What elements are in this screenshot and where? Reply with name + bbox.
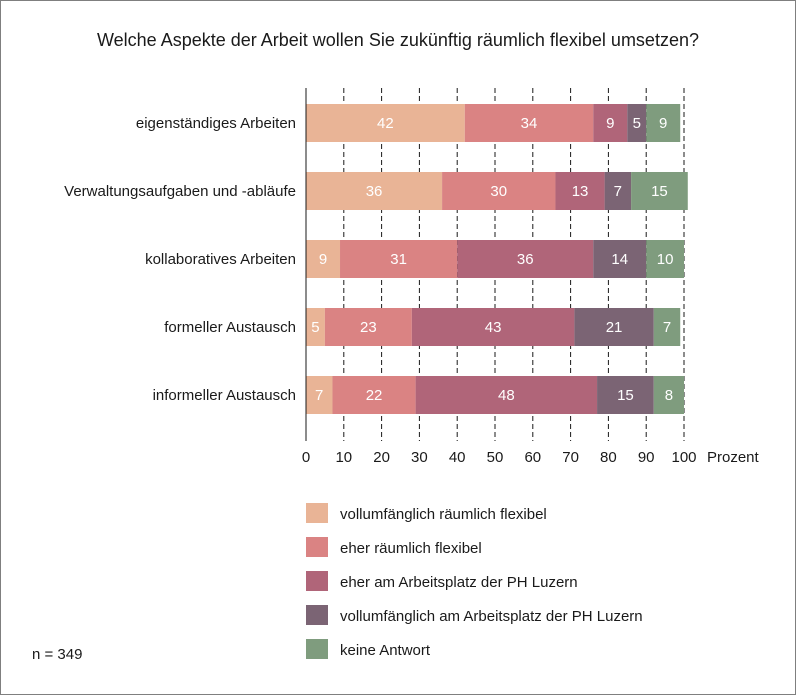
- bar-segment: [411, 308, 575, 346]
- legend-label: keine Antwort: [340, 642, 431, 659]
- sample-size-note: n = 349: [32, 646, 83, 663]
- legend-label: vollumfänglich am Arbeitsplatz der PH Lu…: [340, 608, 643, 625]
- data-label: 30: [490, 183, 507, 200]
- data-label: 15: [617, 387, 634, 404]
- legend-label: vollumfänglich räumlich flexibel: [340, 506, 547, 523]
- data-label: 7: [663, 319, 671, 336]
- data-label: 43: [485, 319, 502, 336]
- legend-label: eher räumlich flexibel: [340, 540, 482, 557]
- category-label: kollaboratives Arbeiten: [145, 251, 296, 268]
- bar-segment: [442, 172, 556, 210]
- legend-swatch: [306, 503, 328, 523]
- data-label: 13: [572, 183, 589, 200]
- bar-segment: [415, 376, 598, 414]
- bar-segment: [604, 172, 632, 210]
- data-label: 42: [377, 115, 394, 132]
- bar-segment: [340, 240, 458, 278]
- data-label: 36: [366, 183, 383, 200]
- bar-segment: [306, 104, 465, 142]
- data-label: 9: [606, 115, 614, 132]
- bar-segment: [332, 376, 416, 414]
- bar-segment: [306, 172, 443, 210]
- bar-segment: [597, 376, 654, 414]
- data-label: 10: [657, 251, 674, 268]
- x-tick-label: 100: [671, 449, 696, 466]
- x-tick-label: 0: [302, 449, 310, 466]
- data-label: 14: [611, 251, 628, 268]
- bar-segment: [574, 308, 654, 346]
- bar-segment: [306, 240, 341, 278]
- data-label: 8: [665, 387, 673, 404]
- bar-segment: [593, 104, 628, 142]
- bar-segment: [464, 104, 594, 142]
- bar-segment: [653, 308, 681, 346]
- x-tick-label: 10: [335, 449, 352, 466]
- legend-swatch: [306, 571, 328, 591]
- bar-segment: [306, 308, 325, 346]
- x-tick-label: 20: [373, 449, 390, 466]
- x-tick-label: 60: [524, 449, 541, 466]
- bar-segment: [646, 104, 681, 142]
- data-label: 15: [651, 183, 668, 200]
- bar-segment: [555, 172, 605, 210]
- data-label: 7: [614, 183, 622, 200]
- data-label: 23: [360, 319, 377, 336]
- data-label: 34: [521, 115, 538, 132]
- bar-segment: [324, 308, 412, 346]
- data-label: 21: [606, 319, 623, 336]
- category-label: eigenständiges Arbeiten: [136, 115, 296, 132]
- data-label: 48: [498, 387, 515, 404]
- chart-title: Welche Aspekte der Arbeit wollen Sie zuk…: [97, 30, 699, 50]
- data-label: 7: [315, 387, 323, 404]
- x-tick-label: 70: [562, 449, 579, 466]
- data-label: 5: [633, 115, 641, 132]
- x-tick-label: 30: [411, 449, 428, 466]
- legend-swatch: [306, 605, 328, 625]
- x-tick-label: 90: [638, 449, 655, 466]
- data-label: 9: [659, 115, 667, 132]
- data-label: 9: [319, 251, 327, 268]
- bar-segment: [627, 104, 647, 142]
- legend-swatch: [306, 537, 328, 557]
- category-label: Verwaltungsaufgaben und -abläufe: [64, 183, 296, 200]
- x-tick-label: 80: [600, 449, 617, 466]
- x-tick-label: 40: [449, 449, 466, 466]
- data-label: 5: [311, 319, 319, 336]
- x-axis-label: Prozent: [707, 449, 760, 466]
- bar-segment: [631, 172, 688, 210]
- bar-segment: [593, 240, 647, 278]
- x-tick-label: 50: [487, 449, 504, 466]
- data-label: 36: [517, 251, 534, 268]
- bar-segment: [653, 376, 684, 414]
- data-label: 31: [390, 251, 407, 268]
- legend-label: eher am Arbeitsplatz der PH Luzern: [340, 574, 578, 591]
- category-label: formeller Austausch: [164, 319, 296, 336]
- bar-segment: [457, 240, 594, 278]
- data-label: 22: [366, 387, 383, 404]
- category-label: informeller Austausch: [153, 387, 296, 404]
- bar-segment: [306, 376, 333, 414]
- legend-swatch: [306, 639, 328, 659]
- bar-segment: [646, 240, 684, 278]
